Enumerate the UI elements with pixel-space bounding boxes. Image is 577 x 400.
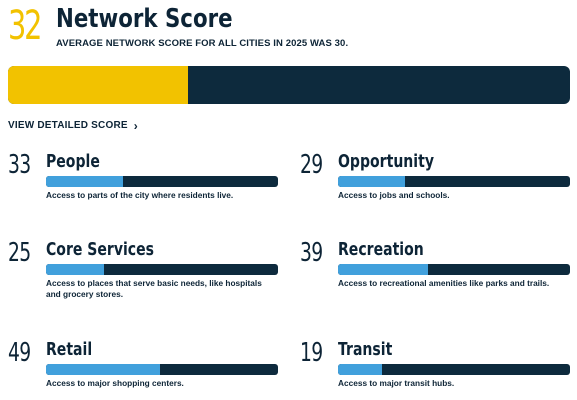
- category-bar: [46, 364, 278, 375]
- category-score: 25: [8, 238, 31, 268]
- category-name: Retail: [46, 339, 93, 360]
- category-score: 19: [300, 338, 323, 368]
- category-bar-fill: [338, 364, 383, 375]
- category-score: 49: [8, 338, 31, 368]
- view-detailed-score-link[interactable]: VIEW DETAILED SCORE ›: [8, 118, 138, 133]
- category-name: Recreation: [338, 239, 424, 260]
- category-name: Opportunity: [338, 151, 434, 172]
- network-score-header: 32 Network Score AVERAGE NETWORK SCORE F…: [8, 3, 568, 49]
- category-description: Access to places that serve basic needs,…: [46, 278, 262, 299]
- category-score: 29: [300, 150, 323, 180]
- category-bar-fill: [338, 176, 406, 187]
- category-name: People: [46, 151, 100, 172]
- category-name: Transit: [338, 339, 393, 360]
- category-bar: [338, 264, 570, 275]
- category-description: Access to major shopping centers.: [46, 378, 184, 388]
- category-description: Access to major transit hubs.: [338, 378, 455, 388]
- category-bar: [46, 176, 278, 187]
- category-bar-fill: [46, 176, 123, 187]
- view-detailed-score-label: VIEW DETAILED SCORE: [8, 120, 128, 131]
- overall-score-bar-fill: [8, 66, 188, 104]
- category-bar: [46, 264, 278, 275]
- category-score: 33: [8, 150, 31, 180]
- category-bar: [338, 176, 570, 187]
- category-bar-fill: [46, 264, 104, 275]
- overall-score-bar: [8, 66, 570, 104]
- category-description: Access to jobs and schools.: [338, 190, 450, 200]
- category-score: 39: [300, 238, 323, 268]
- chevron-right-icon: ›: [133, 118, 138, 133]
- average-score-note: AVERAGE NETWORK SCORE FOR ALL CITIES IN …: [56, 38, 349, 49]
- overall-score: 32: [8, 3, 42, 49]
- category-description: Access to parts of the city where reside…: [46, 190, 234, 200]
- category-bar-fill: [46, 364, 160, 375]
- page-title: Network Score: [56, 4, 233, 34]
- category-description: Access to recreational amenities like pa…: [338, 278, 550, 288]
- category-bar: [338, 364, 570, 375]
- category-name: Core Services: [46, 239, 155, 260]
- category-bar-fill: [338, 264, 429, 275]
